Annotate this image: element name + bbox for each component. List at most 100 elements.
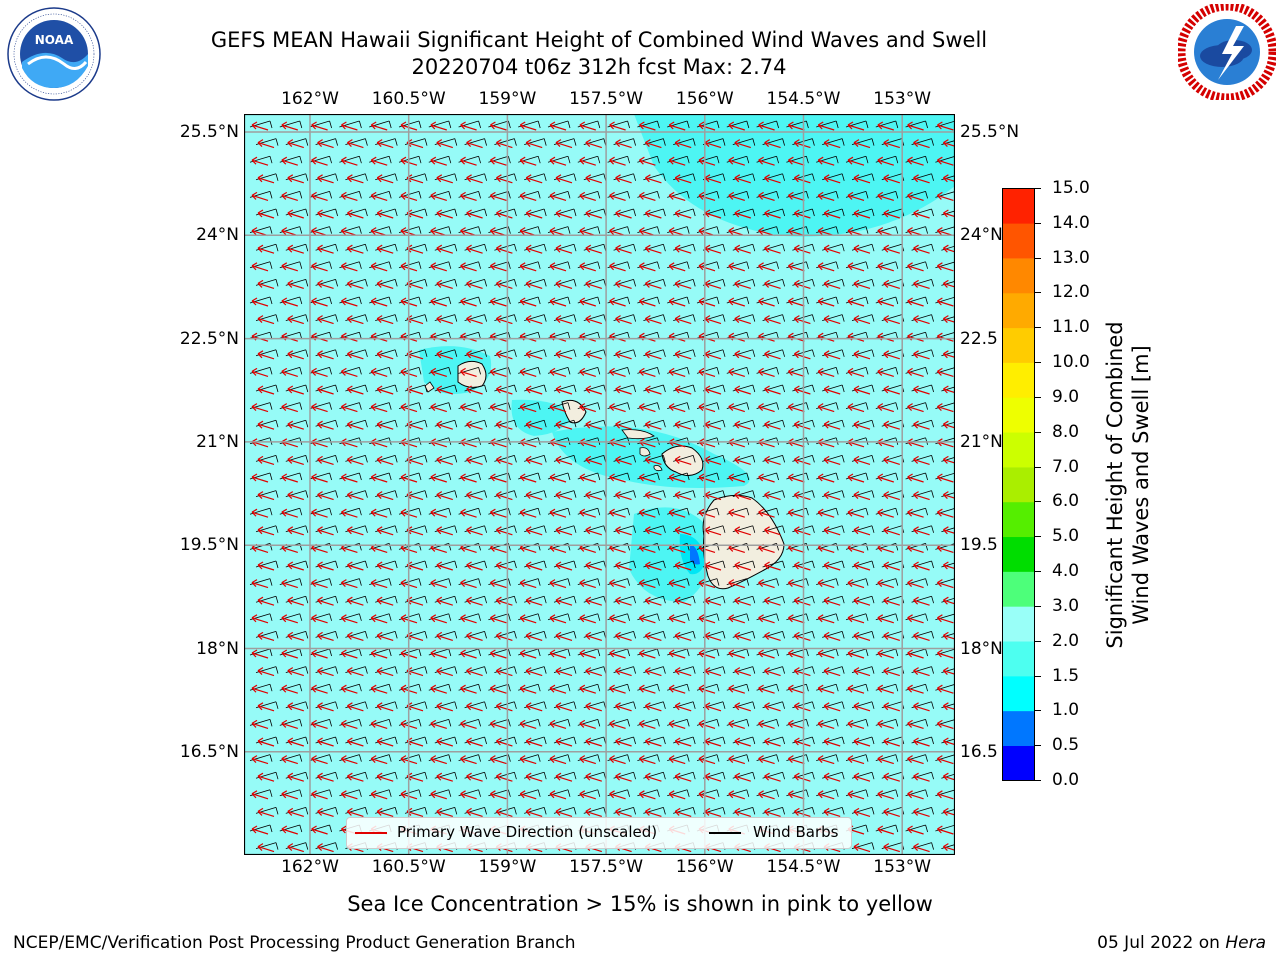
wave-direction-arrow <box>495 139 513 149</box>
wave-direction-arrow <box>525 807 543 817</box>
wave-direction-arrow <box>311 191 328 201</box>
wave-direction-arrow <box>609 579 626 589</box>
wave-direction-arrow <box>615 561 632 571</box>
wave-direction-arrow <box>704 526 722 536</box>
wave-direction-arrow <box>704 279 722 289</box>
wave-direction-arrow <box>883 631 900 641</box>
wave-direction-arrow <box>793 631 811 641</box>
wave-direction-arrow <box>495 667 513 677</box>
lat-tick-label-right: 18°N <box>960 638 1003 659</box>
wave-direction-arrow <box>376 596 394 606</box>
wave-direction-arrow <box>311 825 328 835</box>
wave-direction-arrow <box>907 121 924 131</box>
wave-direction-arrow <box>668 649 686 659</box>
wave-direction-arrow <box>913 667 930 677</box>
wave-direction-arrow <box>877 473 894 483</box>
wave-direction-arrow <box>460 121 477 131</box>
wave-direction-arrow <box>823 561 841 571</box>
wave-direction-arrow <box>519 121 537 131</box>
wave-direction-arrow <box>942 596 955 605</box>
wave-direction-arrow <box>907 473 924 483</box>
wave-direction-arrow <box>764 596 781 606</box>
wave-direction-arrow <box>942 385 955 394</box>
colorbar-tick-label: 1.0 <box>1052 700 1080 721</box>
wave-direction-arrow <box>936 508 954 518</box>
wave-direction-arrow <box>674 702 692 712</box>
wave-direction-arrow <box>430 614 447 624</box>
wave-direction-arrow <box>489 156 507 166</box>
wave-direction-arrow <box>340 719 358 729</box>
wave-direction-arrow <box>847 121 865 131</box>
wave-direction-arrow <box>764 279 781 289</box>
wave-direction-arrow <box>787 579 805 589</box>
wave-direction-legend-label: Primary Wave Direction (unscaled) <box>397 823 658 841</box>
wave-direction-arrow <box>758 755 775 765</box>
wave-direction-arrow <box>340 403 358 413</box>
wave-direction-arrow <box>823 279 841 289</box>
wave-direction-arrow <box>913 244 930 254</box>
wave-direction-arrow <box>936 614 954 624</box>
wave-direction-arrow <box>853 209 871 219</box>
wave-direction-arrow <box>257 279 275 289</box>
wave-direction-arrow <box>758 579 775 589</box>
wave-direction-arrow <box>257 350 275 360</box>
wave-direction-arrow <box>913 631 930 641</box>
wave-direction-arrow <box>853 455 871 465</box>
wave-direction-arrow <box>847 403 865 413</box>
wave-direction-arrow <box>728 262 745 272</box>
lon-tick-label-top: 156°W <box>675 89 734 109</box>
wave-direction-arrow <box>638 121 656 131</box>
wave-direction-arrow <box>764 455 781 465</box>
wave-direction-arrow <box>609 121 626 131</box>
wave-direction-arrow <box>936 825 954 835</box>
wave-direction-arrow <box>495 279 513 289</box>
wave-direction-arrow <box>317 702 334 712</box>
wave-direction-arrow <box>847 473 865 483</box>
wave-direction-arrow <box>549 719 567 729</box>
wave-direction-arrow <box>555 631 573 641</box>
wave-direction-arrow <box>376 139 394 149</box>
wave-direction-arrow <box>251 790 269 800</box>
wave-direction-arrow <box>281 579 298 589</box>
wave-direction-arrow <box>853 139 871 149</box>
colorbar-band <box>1002 536 1035 572</box>
wave-direction-arrow <box>495 420 513 430</box>
wave-direction-arrow <box>317 843 334 853</box>
colorbar-tick-label: 4.0 <box>1052 561 1080 582</box>
wave-direction-arrow <box>942 702 955 711</box>
colorbar-tick-label: 3.0 <box>1052 595 1080 616</box>
wave-direction-arrow <box>579 367 596 377</box>
wave-direction-arrow <box>525 491 543 501</box>
wave-direction-arrow <box>549 121 567 131</box>
wave-direction-arrow <box>823 596 841 606</box>
wave-direction-arrow <box>579 297 596 307</box>
wave-direction-arrow <box>579 614 596 624</box>
wave-direction-arrow <box>340 649 358 659</box>
wave-direction-arrow <box>460 579 477 589</box>
wave-direction-arrow <box>913 807 930 817</box>
wave-direction-arrow <box>883 244 900 254</box>
wave-direction-arrow <box>585 737 602 747</box>
wave-direction-arrow <box>257 385 275 395</box>
wave-direction-arrow <box>877 508 894 518</box>
wave-direction-arrow <box>346 455 364 465</box>
wave-direction-arrow <box>764 139 781 149</box>
wave-direction-arrow <box>847 649 865 659</box>
wave-direction-arrow <box>287 209 304 219</box>
wave-direction-arrow <box>734 244 751 254</box>
wave-direction-arrow <box>787 156 805 166</box>
wave-direction-arrow <box>638 297 656 307</box>
lon-tick-label-bottom: 154.5°W <box>766 857 841 877</box>
wave-direction-arrow <box>942 843 955 852</box>
wave-direction-arrow <box>287 350 304 360</box>
wave-direction-arrow <box>883 209 900 219</box>
wave-direction-arrow <box>847 156 865 166</box>
colorbar-tick-mark <box>1035 222 1041 224</box>
wave-direction-arrow <box>346 420 364 430</box>
wave-direction-arrow <box>430 684 447 694</box>
wave-direction-arrow <box>311 579 328 589</box>
wave-direction-arrow <box>907 579 924 589</box>
wave-direction-arrow <box>579 790 596 800</box>
wave-direction-arrow <box>525 139 543 149</box>
wave-direction-arrow <box>436 244 453 254</box>
